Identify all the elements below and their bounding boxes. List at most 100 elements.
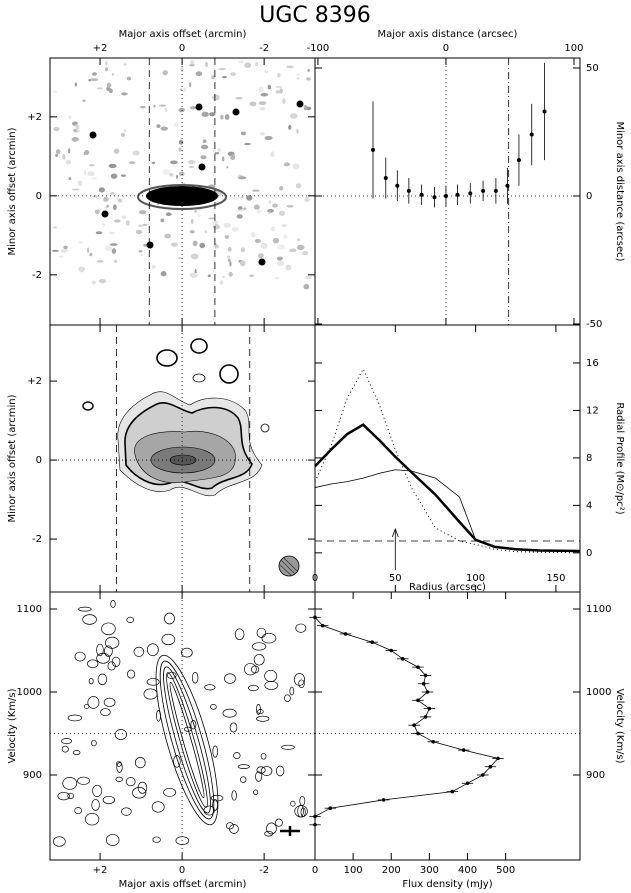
noise-speckle [222,75,227,79]
noise-speckle [205,61,208,68]
noise-speckle [55,153,58,157]
pv-contour [155,654,219,826]
noise-speckle [160,126,169,131]
noise-speckle [123,63,127,66]
point [529,132,534,137]
point [427,706,432,711]
noise-speckle [224,113,230,120]
noise-contour [300,807,306,817]
point [481,188,486,193]
noise-speckle [78,240,83,244]
y-tick-label: 12 [586,405,599,416]
x-tick-label: +2 [93,865,108,876]
noise-contour [191,671,199,684]
x-tick-label: 100 [344,865,363,876]
noise-speckle [110,191,115,195]
noise-contour [100,708,111,717]
noise-contour [134,757,146,769]
noise-speckle [189,106,197,110]
noise-speckle [278,210,285,216]
x-tick-label: 50 [389,573,402,584]
noise-speckle [302,250,309,256]
point [443,193,448,198]
point [400,657,405,661]
noise-contour [224,673,236,684]
noise-speckle [63,245,68,250]
noise-speckle [105,67,108,72]
point [431,740,436,744]
noise-speckle [180,66,184,73]
noise-speckle [209,112,216,117]
noise-contour [127,669,136,679]
noise-speckle [103,196,109,202]
noise-contour [163,787,177,797]
x-axis-title: Major axis offset (arcmin) [119,29,247,40]
noise-speckle [259,106,266,111]
noise-contour [173,755,181,768]
noise-contour [146,643,159,656]
point [416,698,420,703]
noise-speckle [142,223,148,226]
noise-contour [125,777,136,787]
noise-contour [298,679,305,689]
noise-speckle [240,195,244,199]
noise-speckle [210,75,216,80]
noise-speckle [53,126,60,132]
resolution-cross [280,826,300,836]
noise-contour [255,771,263,782]
y-tick-label: 8 [586,453,592,464]
noise-speckle [258,86,264,93]
noise-speckle [110,173,118,179]
noise-contour [275,765,285,777]
noise-contour [251,642,267,651]
noise-contour [132,786,147,799]
noise-speckle [178,147,182,152]
x-tick-label: 150 [546,573,565,584]
noise-speckle [214,152,220,155]
noise-speckle [200,144,209,150]
noise-speckle [295,183,302,189]
noise-speckle [171,242,178,247]
y-tick-label: 900 [586,770,605,781]
point-source [89,131,97,139]
contour-blob [82,401,94,411]
noise-speckle [204,230,208,234]
noise-speckle [226,166,229,169]
noise-speckle [96,259,104,263]
noise-speckle [230,154,236,161]
noise-speckle [89,252,93,257]
noise-contour [103,697,116,707]
noise-speckle [220,114,224,120]
noise-speckle [120,174,127,177]
noise-speckle [286,205,294,208]
y-axis-title: Radial Profile (M⊙/pc²) [614,402,625,514]
point [389,648,394,653]
noise-speckle [104,245,113,251]
noise-speckle [113,204,117,211]
point [465,781,470,786]
noise-speckle [96,87,103,90]
noise-contour [297,804,304,818]
noise-speckle [71,121,78,126]
noise-speckle [82,99,86,102]
noise-speckle [71,137,79,142]
point [412,723,416,728]
beam [278,555,300,577]
noise-speckle [303,104,308,111]
noise-speckle [175,174,179,179]
galaxy-halo [137,184,227,210]
noise-speckle [138,224,143,228]
noise-contour [61,745,69,753]
noise-contour [164,612,175,625]
pv-contours [155,654,219,826]
noise-speckle [68,115,72,119]
contour-blob [190,338,208,354]
noise-speckle [92,195,99,198]
pv-contour [159,660,215,820]
noise-contour [212,798,218,811]
point [505,183,510,188]
noise-contour [234,628,245,641]
noise-speckle [132,150,140,156]
noise-contour [156,709,161,722]
noise-speckle [213,242,218,249]
